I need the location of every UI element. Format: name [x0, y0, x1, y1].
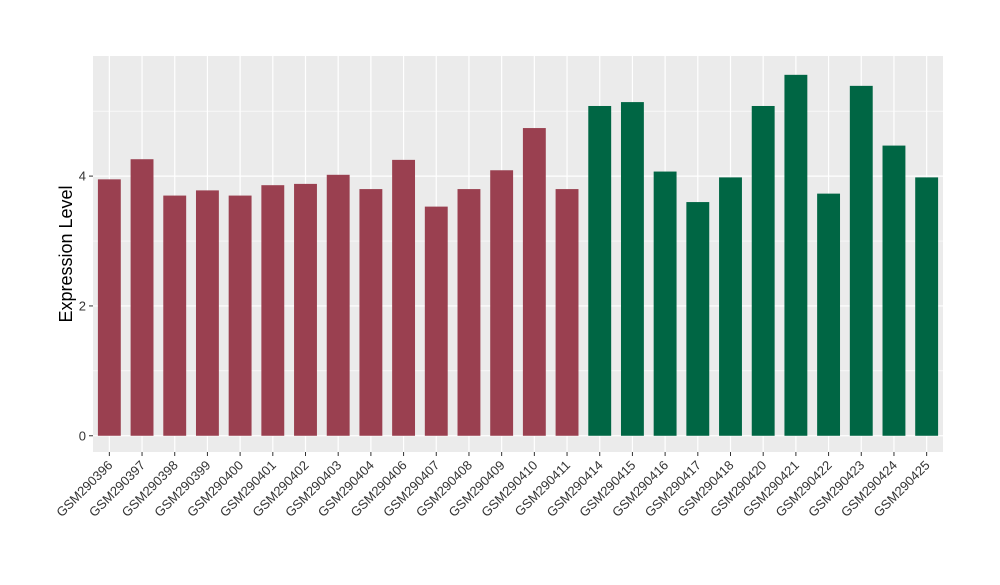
y-tick-label: 2 — [79, 298, 86, 313]
bar-GSM290402 — [294, 183, 317, 436]
y-tick-label: 4 — [79, 169, 86, 184]
bar-GSM290396 — [97, 179, 121, 436]
bar-GSM290399 — [195, 190, 219, 436]
bar-GSM290422 — [817, 193, 841, 436]
bar-GSM290408 — [457, 189, 481, 436]
bar-GSM290407 — [424, 206, 448, 436]
x-axis: GSM290396GSM290397GSM290398GSM290399GSM2… — [53, 452, 933, 520]
bar-GSM290418 — [719, 177, 742, 436]
bar-GSM290424 — [882, 145, 906, 436]
bar-GSM290401 — [261, 185, 285, 436]
bar-GSM290417 — [686, 202, 710, 436]
plot-panel — [93, 56, 943, 452]
bar-GSM290415 — [620, 102, 644, 436]
bar-GSM290398 — [163, 195, 187, 436]
bar-GSM290397 — [130, 159, 154, 436]
bar-GSM290416 — [653, 171, 677, 436]
bar-GSM290410 — [522, 128, 546, 436]
bar-GSM290425 — [915, 177, 939, 436]
bar-GSM290411 — [555, 189, 579, 436]
bar-GSM290423 — [849, 85, 873, 436]
y-axis-label: Expression Level — [56, 185, 76, 322]
bars — [97, 74, 939, 436]
y-tick-label: 0 — [79, 428, 86, 443]
bar-GSM290400 — [228, 195, 252, 436]
bar-GSM290404 — [359, 189, 383, 436]
y-axis: 0 2 4 — [79, 169, 93, 443]
bar-GSM290403 — [326, 174, 350, 436]
bar-GSM290421 — [784, 74, 808, 436]
bar-GSM290420 — [751, 105, 775, 436]
bar-GSM290414 — [588, 105, 612, 436]
bar-GSM290409 — [490, 170, 514, 436]
bar-GSM290406 — [392, 159, 416, 436]
